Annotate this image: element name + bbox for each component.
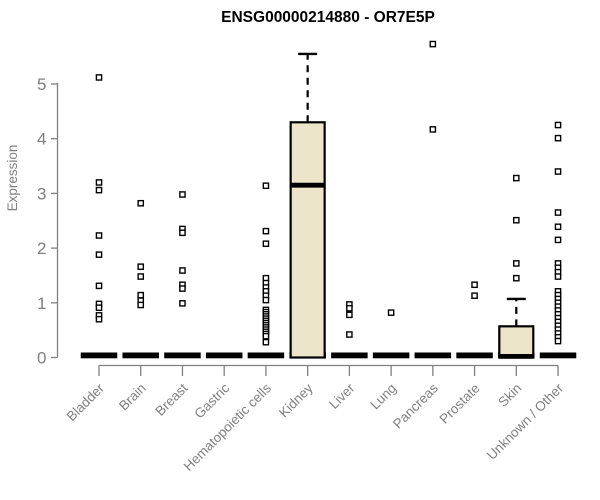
outlier-point xyxy=(387,309,395,316)
x-tick-label-breast: Breast xyxy=(152,380,190,418)
outlier-point xyxy=(262,338,270,346)
y-axis-label: Expression xyxy=(5,145,20,212)
outlier-point xyxy=(513,174,520,182)
outlier-point xyxy=(179,285,186,292)
outlier-point xyxy=(137,199,145,207)
zero-bar xyxy=(205,352,243,359)
outlier-point xyxy=(179,191,186,198)
zero-bar xyxy=(456,352,493,359)
outlier-point xyxy=(429,126,437,133)
outlier-point xyxy=(554,236,562,244)
outlier-point xyxy=(95,232,103,239)
chart-title: ENSG00000214880 - OR7E5P xyxy=(221,9,435,26)
outlier-point xyxy=(262,240,270,248)
x-tick-label-brain: Brain xyxy=(116,381,149,414)
outlier-point xyxy=(262,332,270,340)
outlier-point xyxy=(513,216,520,224)
y-tick-label: 4 xyxy=(37,130,46,149)
outlier-point xyxy=(346,311,353,319)
zero-bar xyxy=(164,352,201,359)
zero-bar xyxy=(372,352,410,359)
outlier-point xyxy=(554,168,562,175)
outlier-point xyxy=(95,304,103,312)
x-tick-label-lung: Lung xyxy=(367,381,399,413)
outlier-point xyxy=(513,260,520,267)
zero-bar xyxy=(247,352,285,359)
outlier-point xyxy=(262,227,270,235)
outlier-point xyxy=(346,331,353,338)
outlier-point xyxy=(554,209,562,216)
outlier-point xyxy=(346,304,353,312)
zero-bar xyxy=(122,352,159,359)
outlier-point xyxy=(554,134,562,142)
x-tick-label-skin: Skin xyxy=(495,381,524,410)
zero-bar xyxy=(331,352,368,359)
outlier-point xyxy=(137,273,145,280)
outlier-point xyxy=(95,179,103,186)
outlier-point xyxy=(95,282,103,290)
zero-bar xyxy=(80,352,118,359)
y-tick-label: 3 xyxy=(37,184,46,203)
outlier-point xyxy=(95,315,103,323)
y-tick-label: 1 xyxy=(37,294,46,313)
outlier-point xyxy=(429,40,437,48)
box-Skin xyxy=(498,325,535,359)
outlier-point xyxy=(179,300,186,307)
zero-bar xyxy=(414,352,452,359)
outlier-point xyxy=(262,296,270,304)
outlier-point xyxy=(137,263,145,270)
x-tick-label-prostate: Prostate xyxy=(437,381,483,427)
outlier-point xyxy=(471,292,478,299)
outlier-point xyxy=(137,291,145,299)
y-tick-label: 5 xyxy=(37,75,46,94)
x-tick-label-bladder: Bladder xyxy=(64,380,108,424)
box-Kidney xyxy=(289,121,326,359)
outlier-point xyxy=(179,267,186,274)
outlier-point xyxy=(95,186,103,194)
outlier-point xyxy=(137,301,145,309)
outlier-point xyxy=(262,182,270,190)
outlier-point xyxy=(554,337,562,345)
x-tick-label-liver: Liver xyxy=(326,380,358,412)
y-tick-label: 0 xyxy=(37,349,46,368)
outlier-point xyxy=(554,223,562,231)
outlier-point xyxy=(179,229,186,237)
outlier-point xyxy=(95,74,103,81)
outlier-point xyxy=(471,281,478,289)
x-tick-label-gastric: Gastric xyxy=(191,380,232,421)
y-tick-label: 2 xyxy=(37,239,46,258)
x-tick-label-kidney: Kidney xyxy=(276,380,316,420)
x-tick-label-pancreas: Pancreas xyxy=(390,380,441,431)
x-tick-label-unknown-other: Unknown / Other xyxy=(484,380,567,463)
outlier-point xyxy=(554,273,562,280)
outlier-point xyxy=(95,251,103,258)
outlier-point xyxy=(554,121,562,129)
zero-bar xyxy=(539,352,577,359)
outlier-point xyxy=(513,274,520,282)
